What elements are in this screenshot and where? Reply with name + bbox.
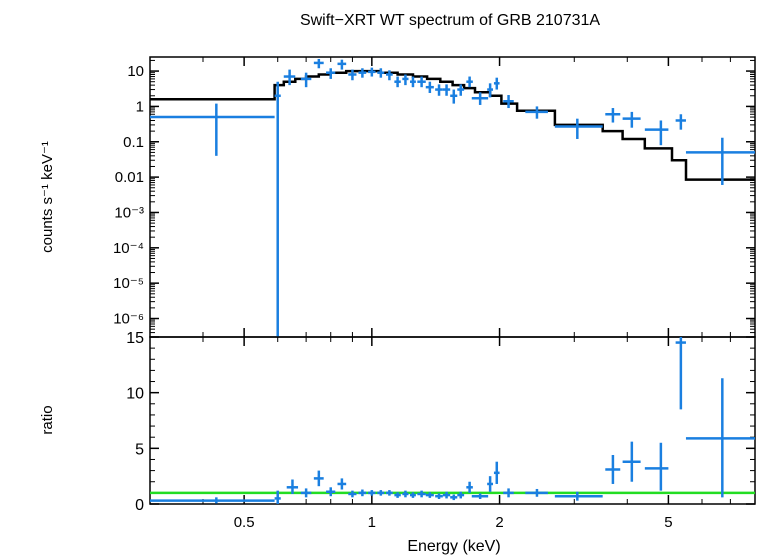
spectrum-data-point [326,68,336,79]
spectrum-data-point [493,77,500,90]
spectrum-panel: 10⁻⁶ 10⁻⁵ 10⁻⁴ 10⁻³ 0.01 0.1 1 10 [113,56,756,338]
ratio-y-tick-label: 5 [135,441,144,458]
ratio-data-point [286,479,299,494]
spectrum-data-point [425,81,434,93]
model-step-line [150,69,755,181]
spectrum-data-point [435,84,443,96]
spectrum-y-tick-label: 0.01 [115,169,144,186]
ratio-data-point [300,488,312,498]
ratio-data-point [466,481,473,493]
spectrum-y-tick-label: 10⁻⁴ [113,240,144,257]
ratio-data-point [150,497,275,504]
spectrum-data-point [402,74,409,86]
x-tick-label: 0.5 [234,514,255,531]
ratio-data-point [348,490,357,498]
spectrum-y-tick-label: 10 [127,63,144,80]
ratio-data-point [675,337,686,410]
spectrum-data-point [358,68,367,78]
spectrum-data-point [503,95,514,109]
ratio-y-tick-label: 10 [126,386,144,403]
spectrum-data-point [457,84,465,96]
ratio-data-point [442,491,451,499]
spectrum-data-point [150,103,275,156]
spectrum-data-point [409,76,416,88]
ratio-data-point [368,490,376,496]
spectrum-data-point [337,59,347,70]
ratio-data-point [605,455,621,484]
ratio-data-point [487,476,493,492]
spectrum-data-point [450,89,458,104]
ratio-data-point [622,441,641,482]
spectrum-data-point [417,76,426,88]
spectrum-data-point [525,106,548,119]
ratio-data-point [425,492,434,498]
ratio-data-point [435,493,443,499]
ratio-y-tick-label: 0 [135,497,144,514]
spectrum-y-tick-label: 10⁻³ [114,204,144,221]
spectrum-data-point [685,137,755,185]
spectrum-data-point [554,118,603,139]
ratio-data-point [386,490,393,496]
ratio-data-point [525,488,548,497]
top-panel-ylabel: counts s⁻¹ keV⁻¹ [39,141,56,253]
spectrum-data-point [622,111,641,128]
spectrum-data-point [386,70,393,81]
spectrum-data-point [442,84,451,96]
spectrum-data-point [283,69,296,86]
spectrum-data-point [466,76,473,88]
ratio-data-point [457,491,465,499]
x-tick-label: 2 [495,514,503,531]
spectrum-data-point [348,69,357,81]
spectrum-data-point [377,68,385,78]
ratio-data-point [417,490,426,498]
spectrum-data-point [368,67,376,77]
ratio-data-point [409,492,416,498]
ratio-data-point [554,491,603,501]
spectrum-data-point [300,72,312,88]
chart-title: Swift−XRT WT spectrum of GRB 210731A [300,12,600,29]
ratio-data-point [402,490,409,498]
spectrum-data-point [605,108,621,123]
ratio-data-point [337,478,347,490]
spectrum-data-point [394,76,401,88]
x-axis-label: Energy (keV) [407,538,500,555]
spectrum-data-point [471,92,489,105]
ratio-data-point [358,489,367,497]
ratio-panel: 0.5 1 2 5 0 5 10 15 [126,330,756,531]
ratio-data-point [326,487,336,497]
spectrum-y-tick-label: 1 [136,98,144,115]
ratio-data-point [685,378,755,498]
spectrum-data-point [675,114,686,130]
spectrum-y-tick-label: 0.1 [123,134,144,151]
ratio-frame [149,336,756,505]
ratio-data-point [644,442,669,491]
bottom-panel-ylabel: ratio [39,405,56,434]
ratio-data-point [394,492,401,498]
ratio-data-point [450,494,458,501]
ratio-data-point [274,490,281,504]
spectrum-data-point [313,58,324,69]
ratio-y-tick-label: 15 [126,330,144,347]
x-tick-label: 1 [368,514,376,531]
spectrum-y-tick-label: 10⁻⁶ [113,311,144,328]
ratio-data-point [493,461,500,484]
ratio-data-point [313,470,324,487]
spectrum-data-point [644,120,669,146]
ratio-data-point [503,488,514,498]
spectrum-data-point [274,81,281,337]
ratio-data-point [471,493,489,499]
spectrum-y-tick-label: 10⁻⁵ [113,275,144,292]
ratio-data-point [377,490,385,496]
spectrum-data-point [487,83,493,98]
x-tick-label: 5 [664,514,672,531]
